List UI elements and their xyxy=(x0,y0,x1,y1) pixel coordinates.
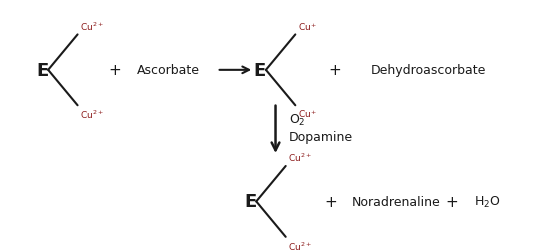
Text: Cu$^{2+}$: Cu$^{2+}$ xyxy=(288,239,312,252)
Text: Dehydroascorbate: Dehydroascorbate xyxy=(370,64,486,77)
Text: Cu$^{+}$: Cu$^{+}$ xyxy=(298,21,317,33)
Text: H$_2$O: H$_2$O xyxy=(473,194,500,209)
Text: +: + xyxy=(446,194,458,209)
Text: E: E xyxy=(36,61,48,80)
Text: O$_2$: O$_2$ xyxy=(289,112,305,127)
Text: Cu$^{2+}$: Cu$^{2+}$ xyxy=(80,108,104,121)
Text: Cu$^{+}$: Cu$^{+}$ xyxy=(298,108,317,120)
Text: Ascorbate: Ascorbate xyxy=(137,64,200,77)
Text: +: + xyxy=(109,63,121,78)
Text: Dopamine: Dopamine xyxy=(289,131,353,144)
Text: Noradrenaline: Noradrenaline xyxy=(351,195,440,208)
Text: Cu$^{2+}$: Cu$^{2+}$ xyxy=(288,151,312,164)
Text: Cu$^{2+}$: Cu$^{2+}$ xyxy=(80,20,104,33)
Text: E: E xyxy=(244,193,256,211)
Text: +: + xyxy=(328,63,341,78)
Text: +: + xyxy=(324,194,337,209)
Text: E: E xyxy=(254,61,266,80)
